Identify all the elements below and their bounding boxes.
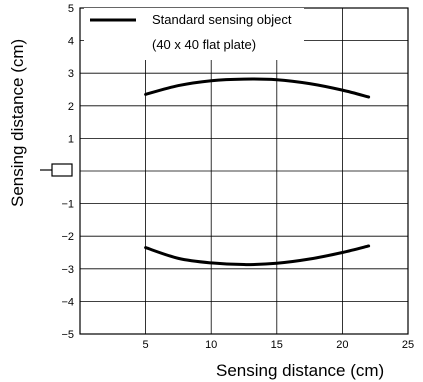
y-tick-label: 2 <box>68 101 74 113</box>
y-tick-label: 3 <box>68 68 74 80</box>
series-lines <box>144 77 371 267</box>
x-tick-label: 15 <box>271 339 283 351</box>
y-tick-label: −1 <box>61 199 74 211</box>
y-tick-label: 5 <box>68 3 74 15</box>
y-tick-label: −2 <box>61 231 74 243</box>
legend: Standard sensing object (40 x 40 flat pl… <box>84 8 304 60</box>
y-axis-label: Sensing distance (cm) <box>8 39 27 207</box>
legend-label-line1: Standard sensing object <box>152 12 292 27</box>
sensor-icon <box>40 163 73 177</box>
y-tick-label: 4 <box>68 36 74 48</box>
x-tick-label: 5 <box>143 339 149 351</box>
tick-labels: 5 10 15 20 25 5 4 3 2 1 −1 −2 −3 −4 −5 <box>61 3 414 351</box>
y-tick-label: −3 <box>61 264 74 276</box>
x-tick-label: 10 <box>205 339 217 351</box>
x-tick-label: 25 <box>402 339 414 351</box>
y-tick-label: 1 <box>68 133 74 145</box>
y-tick-label: −4 <box>61 296 74 308</box>
legend-label-line2: (40 x 40 flat plate) <box>152 37 256 52</box>
upper-detection-curve <box>144 77 371 99</box>
y-tick-label: −5 <box>61 329 74 341</box>
x-tick-label: 20 <box>336 339 348 351</box>
legend-box <box>84 8 304 60</box>
lower-detection-curve <box>144 244 371 267</box>
x-axis-label: Sensing distance (cm) <box>216 361 384 380</box>
